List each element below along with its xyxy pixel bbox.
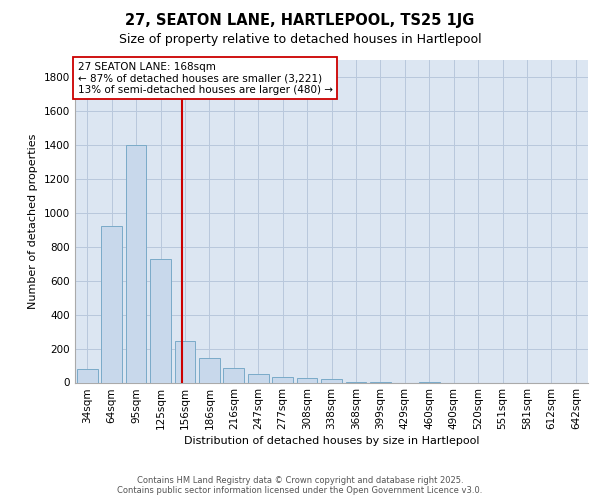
Bar [248,374,269,382]
X-axis label: Distribution of detached houses by size in Hartlepool: Distribution of detached houses by size … [184,436,479,446]
Text: Size of property relative to detached houses in Hartlepool: Size of property relative to detached ho… [119,32,481,46]
Bar [296,378,317,382]
Bar [101,226,122,382]
Bar [199,358,220,382]
Bar [272,378,293,382]
Text: 27, SEATON LANE, HARTLEPOOL, TS25 1JG: 27, SEATON LANE, HARTLEPOOL, TS25 1JG [125,12,475,28]
Bar [150,258,171,382]
Text: Contains HM Land Registry data © Crown copyright and database right 2025.
Contai: Contains HM Land Registry data © Crown c… [118,476,482,495]
Bar [321,379,342,382]
Text: 27 SEATON LANE: 168sqm
← 87% of detached houses are smaller (3,221)
13% of semi-: 27 SEATON LANE: 168sqm ← 87% of detached… [77,62,332,95]
Bar [223,368,244,382]
Bar [77,369,98,382]
Bar [175,341,196,382]
Y-axis label: Number of detached properties: Number of detached properties [28,134,38,309]
Bar [125,145,146,382]
